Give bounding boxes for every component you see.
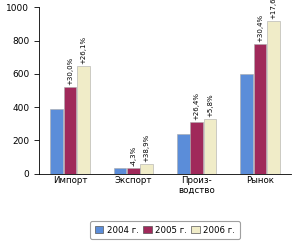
Bar (190, 122, 203, 174)
Bar (64, 87, 76, 174)
Text: +26,1%: +26,1% (80, 36, 86, 64)
Text: +17,6%: +17,6% (270, 0, 276, 19)
Text: +30,0%: +30,0% (67, 57, 73, 85)
Bar (114, 168, 126, 174)
Text: +26,4%: +26,4% (194, 92, 200, 120)
Bar (77, 66, 90, 174)
Text: -4,3%: -4,3% (130, 146, 136, 166)
Legend: 2004 г., 2005 г., 2006 г.: 2004 г., 2005 г., 2006 г. (91, 221, 239, 239)
Bar (267, 21, 280, 174)
Text: +30,4%: +30,4% (257, 14, 263, 42)
Bar (50, 109, 63, 174)
Bar (204, 119, 216, 174)
Bar (127, 168, 140, 174)
Bar (240, 74, 253, 174)
Bar (177, 134, 190, 174)
Text: +38,9%: +38,9% (144, 134, 150, 162)
Text: +5,8%: +5,8% (207, 93, 213, 117)
Bar (254, 44, 266, 174)
Y-axis label: Млн грн.: Млн грн. (0, 70, 1, 111)
Bar (140, 164, 153, 174)
